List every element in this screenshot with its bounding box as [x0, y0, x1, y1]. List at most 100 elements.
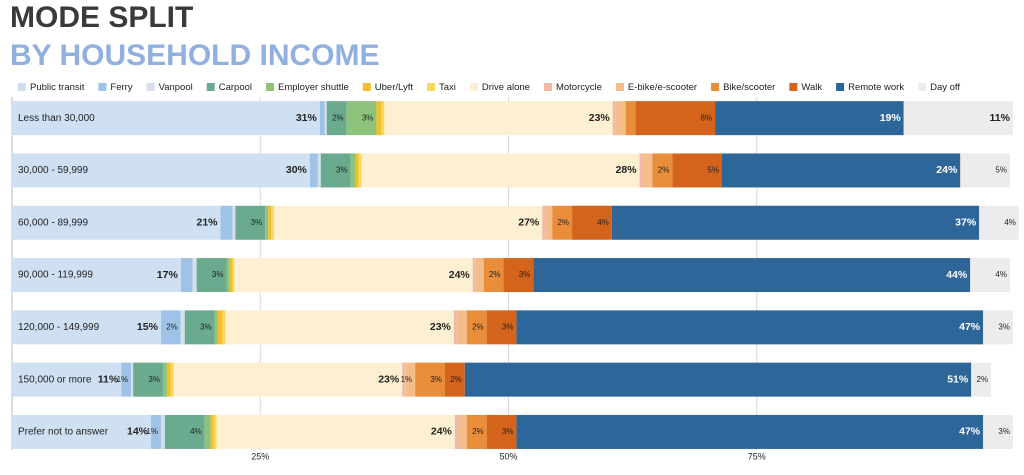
- bar-segment: [642, 153, 653, 188]
- bar-segment: [235, 205, 266, 240]
- category-label: 90,000 - 119,999: [18, 270, 93, 281]
- bar-segment: [672, 153, 722, 188]
- bar-segment: [486, 414, 517, 449]
- bar-segment: [216, 414, 455, 449]
- bar-segment: [545, 205, 553, 240]
- value-label: 3%: [148, 375, 160, 384]
- legend-swatch: [789, 83, 798, 91]
- bar-segment: [464, 362, 972, 397]
- value-label: 31%: [296, 112, 318, 124]
- bar-segment: [268, 205, 272, 240]
- legend-label: Vanpool: [159, 82, 193, 93]
- bar-segment: [162, 362, 167, 397]
- bar-segment: [222, 310, 226, 345]
- bar-segment: [444, 362, 465, 397]
- bar-segment: [466, 414, 487, 449]
- bar-segment: [552, 205, 573, 240]
- value-label: 3%: [251, 218, 263, 227]
- bar-segment: [170, 362, 174, 397]
- bar-segment: [903, 101, 1013, 136]
- bar-segment: [454, 414, 459, 449]
- legend-label: Public transit: [30, 82, 85, 93]
- bar-segment: [180, 310, 185, 345]
- bar-segment: [210, 414, 214, 449]
- bar-segment: [133, 362, 163, 397]
- bar-segment: [234, 258, 473, 293]
- bar-segment: [458, 414, 467, 449]
- legend-swatch: [836, 83, 845, 91]
- bar-segment: [12, 101, 320, 136]
- value-label: 30%: [286, 164, 308, 176]
- bar-segment: [475, 258, 484, 293]
- value-label: 11%: [990, 112, 1011, 124]
- value-label: 24%: [449, 269, 471, 281]
- bar-segment: [204, 414, 211, 449]
- legend-label: Remote work: [848, 82, 904, 93]
- chart-subtitle: BY HOUSEHOLD INCOME: [10, 39, 379, 72]
- bar-segment: [271, 205, 275, 240]
- bar-segment: [611, 205, 980, 240]
- category-label: Prefer not to answer: [18, 427, 109, 438]
- value-label: 2%: [472, 427, 484, 436]
- legend-label: Carpool: [219, 82, 252, 93]
- value-label: 23%: [589, 112, 611, 124]
- bar-segment: [456, 310, 467, 345]
- bar-segment: [164, 414, 205, 449]
- value-label: 21%: [197, 217, 219, 229]
- bar-segment: [12, 153, 310, 188]
- value-label: 51%: [947, 373, 969, 385]
- value-label: 3%: [519, 270, 531, 279]
- bar-segment: [213, 414, 217, 449]
- bar-segment: [572, 205, 612, 240]
- bar-segment: [979, 205, 1019, 240]
- bar-segment: [225, 310, 454, 345]
- value-label: 2%: [489, 270, 501, 279]
- value-label: 1%: [401, 375, 413, 384]
- bar-segment: [652, 153, 673, 188]
- bar-segment: [229, 258, 233, 293]
- bar-segment: [160, 414, 165, 449]
- value-label: 4%: [1004, 218, 1016, 227]
- value-label: 17%: [157, 269, 179, 281]
- value-label: 2%: [658, 166, 670, 175]
- value-label: 3%: [336, 166, 348, 175]
- x-tick-label: 50%: [499, 451, 517, 461]
- legend-swatch: [711, 83, 720, 91]
- bar-segment: [151, 414, 161, 449]
- bar-segment: [326, 101, 347, 136]
- bar-segment: [483, 258, 504, 293]
- bar-segment: [166, 362, 171, 397]
- legend-swatch: [98, 83, 107, 91]
- bar-segment: [472, 258, 476, 293]
- value-label: 5%: [995, 166, 1007, 175]
- bar-segment: [376, 101, 382, 136]
- bar-segment: [516, 414, 984, 449]
- category-label: 60,000 - 89,999: [18, 217, 88, 228]
- bar-segment: [274, 205, 543, 240]
- legend-label: Day off: [930, 82, 960, 93]
- value-label: 8%: [700, 113, 712, 122]
- legend-swatch: [206, 83, 215, 91]
- bar-segment: [12, 258, 181, 293]
- legend-label: Employer shuttle: [278, 82, 349, 93]
- bar-segment: [402, 362, 406, 397]
- bar-segment: [192, 258, 197, 293]
- bar-segment: [970, 258, 1010, 293]
- value-label: 27%: [518, 217, 540, 229]
- bar-segment: [232, 258, 235, 293]
- bar-segment: [358, 153, 362, 188]
- bar-segment: [983, 310, 1013, 345]
- bar-segment: [533, 258, 971, 293]
- category-label: Less than 30,000: [18, 113, 95, 124]
- bar-segment: [184, 310, 215, 345]
- bar-segment: [12, 310, 161, 345]
- value-label: 47%: [959, 426, 981, 438]
- value-label: 2%: [977, 375, 989, 384]
- value-label: 24%: [936, 164, 958, 176]
- bar-segment: [486, 310, 517, 345]
- bar-segment: [453, 310, 457, 345]
- value-label: 3%: [502, 427, 514, 436]
- legend-label: Ferry: [110, 82, 132, 93]
- bar-segment: [12, 414, 152, 449]
- bar-segment: [721, 153, 961, 188]
